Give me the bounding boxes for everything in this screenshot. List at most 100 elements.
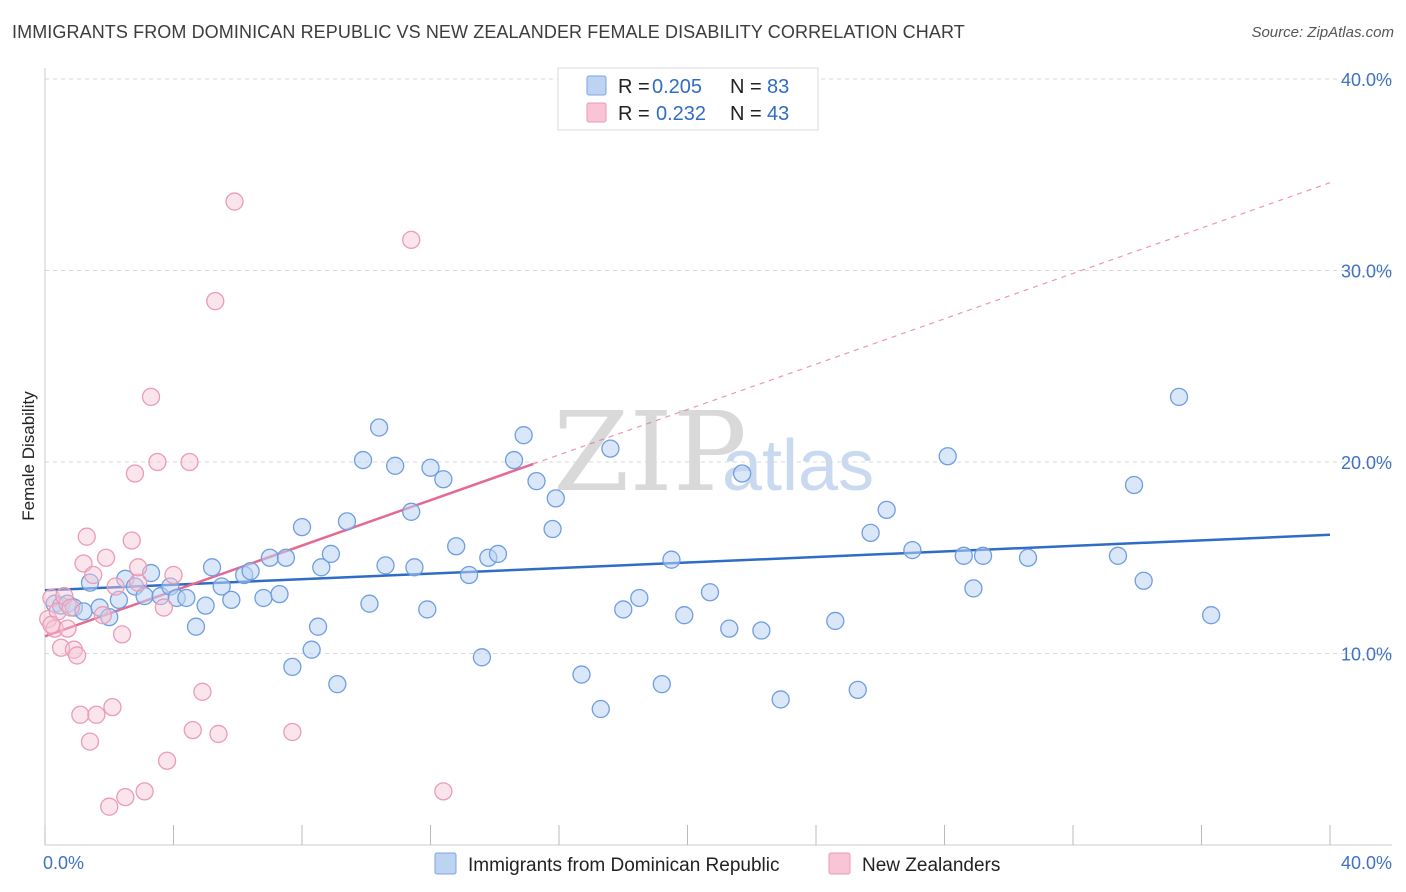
point-dominican [447,537,466,556]
point-new-zealander [100,797,119,816]
point-new-zealander [183,720,202,740]
point-new-zealander [148,452,167,472]
point-dominican [196,596,215,615]
point-dominican [601,439,620,458]
point-dominican [283,657,302,677]
legend-n-label-1: N = [730,76,762,98]
point-dominican [954,546,973,565]
y-tick-label: 20.0% [1341,453,1392,473]
legend-r-value-1: 0.205 [652,76,702,98]
point-dominican [328,674,347,694]
point-new-zealander [129,573,148,592]
point-new-zealander [434,782,453,801]
point-dominican [1134,571,1153,590]
point-dominican [861,523,880,543]
point-dominican [402,502,421,521]
point-new-zealander [61,598,80,617]
point-new-zealander [141,387,161,407]
x-tick-label-max: 40.0% [1341,853,1392,873]
point-dominican [276,548,296,567]
point-dominican [376,556,395,575]
point-new-zealander [96,548,116,567]
point-new-zealander [154,598,174,617]
point-dominican [700,583,720,602]
legend-swatch-blue [586,75,607,96]
legend-r-label-1: R = [618,76,650,98]
point-dominican [186,617,206,636]
y-tick-label: 40.0% [1341,70,1392,90]
point-dominican [1108,546,1128,565]
point-new-zealander [129,558,148,577]
bottom-legend-swatch-pink [828,852,851,875]
point-dominican [292,517,312,537]
point-dominican [100,607,119,627]
point-dominican [720,619,739,638]
point-new-zealander [87,705,106,724]
legend: R = 0.205 N = 83 R = 0.232 N = 43 [557,67,819,131]
bottom-legend: Immigrants from Dominican Republic New Z… [434,852,1000,876]
point-dominican [254,588,273,608]
point-dominican [308,617,328,636]
y-tick-label: 10.0% [1341,645,1392,665]
point-dominican [241,562,260,581]
y-axis-label: Female Disability [19,391,38,521]
point-dominican [405,558,424,577]
point-dominican [662,550,681,569]
point-dominican [312,558,331,577]
point-dominican [771,690,790,709]
point-dominican [572,665,591,684]
point-new-zealander [42,615,61,634]
point-new-zealander [135,782,154,801]
axes: 10.0% 20.0% 30.0% 40.0% 0.0% 40.0% [43,68,1392,873]
point-new-zealander [180,452,199,472]
legend-n-value-2: 43 [767,103,789,125]
point-dominican [321,544,341,564]
point-new-zealander [58,619,77,638]
point-new-zealander [64,640,84,659]
point-dominican [514,426,533,445]
point-dominican [543,519,562,539]
point-dominican [360,594,379,613]
point-dominican [848,680,867,700]
point-dominican [732,464,752,483]
point-dominican [938,447,957,466]
point-new-zealander [193,682,212,701]
trend-lines [44,182,1331,638]
point-dominican [903,540,922,560]
legend-n-label-2: N = [730,103,762,125]
bottom-legend-label-pink: New Zealanders [862,855,1000,876]
point-dominican [527,471,546,491]
point-dominican [1124,475,1144,495]
point-dominican [630,588,649,608]
point-dominican [109,590,129,610]
point-new-zealander [71,705,90,724]
point-dominican [421,458,440,477]
point-dominican [369,418,389,437]
point-new-zealander [402,230,421,250]
point-new-zealander [84,565,103,585]
point-new-zealander [225,192,244,211]
point-dominican [973,546,993,565]
point-new-zealander [39,609,58,629]
point-dominican [222,590,241,610]
point-new-zealander [116,787,135,807]
point-dominican [202,558,222,577]
point-dominican [418,600,437,619]
point-dominican [459,565,479,585]
point-dominican [675,606,694,625]
point-dominican [752,621,771,640]
point-new-zealander [122,531,141,550]
point-dominican [504,450,524,470]
point-new-zealander [157,751,177,770]
point-dominican [1201,606,1221,625]
point-new-zealander [80,732,100,751]
point-new-zealander [206,291,225,311]
legend-r-value-2: 0.232 [656,103,706,125]
point-dominican [270,584,289,604]
point-dominican [826,611,845,631]
point-dominican [212,577,231,596]
trend-ext-new-zealander [533,182,1331,465]
source-label: Source: ZipAtlas.com [1251,24,1394,41]
point-new-zealander [67,646,87,665]
